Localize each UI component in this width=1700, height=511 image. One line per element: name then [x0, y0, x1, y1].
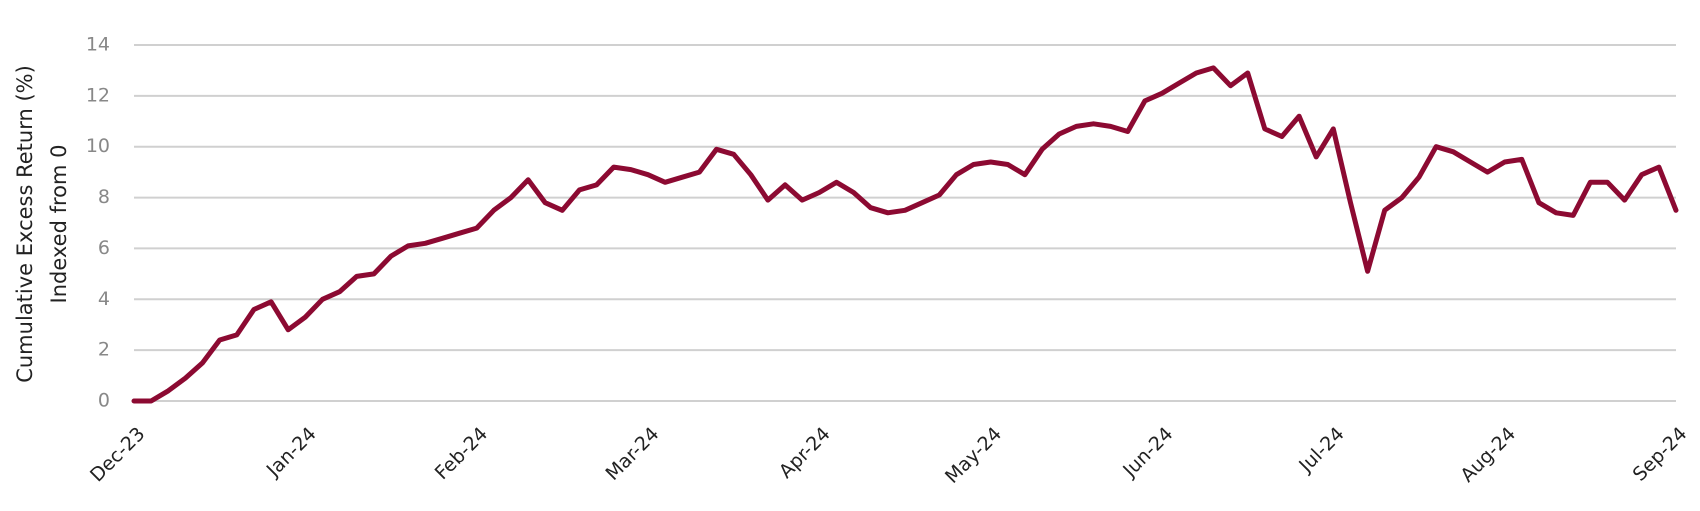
x-tick-label: Apr-24 [775, 423, 835, 483]
data-line [131, 65, 1679, 404]
x-tick-label: Jun-24 [1118, 423, 1177, 482]
y-tick-label: 0 [98, 390, 110, 412]
x-tick-label: Aug-24 [1456, 423, 1520, 487]
y-tick-label: 10 [86, 135, 110, 157]
y-label-line: Indexed from 0 [47, 145, 71, 304]
x-tick-label: May-24 [941, 423, 1006, 488]
y-axis-title: Cumulative Excess Return (%) Indexed fro… [13, 65, 71, 383]
y-tick-label: 8 [98, 186, 110, 208]
y-label-line: Cumulative Excess Return (%) [13, 65, 37, 383]
y-tick-label: 12 [86, 84, 110, 106]
x-tick-label: Feb-24 [431, 423, 492, 484]
y-tick-label: 4 [98, 288, 110, 310]
x-tick-label: Jul-24 [1294, 423, 1348, 477]
x-tick-label: Mar-24 [601, 423, 663, 485]
x-tick-label: Jan-24 [262, 423, 321, 482]
y-tick-label: 2 [98, 339, 110, 361]
x-tick-label: Sep-24 [1629, 423, 1692, 486]
y-tick-label: 14 [86, 34, 110, 56]
y-tick-label: 6 [98, 237, 110, 259]
x-tick-label: Dec-23 [86, 423, 150, 487]
